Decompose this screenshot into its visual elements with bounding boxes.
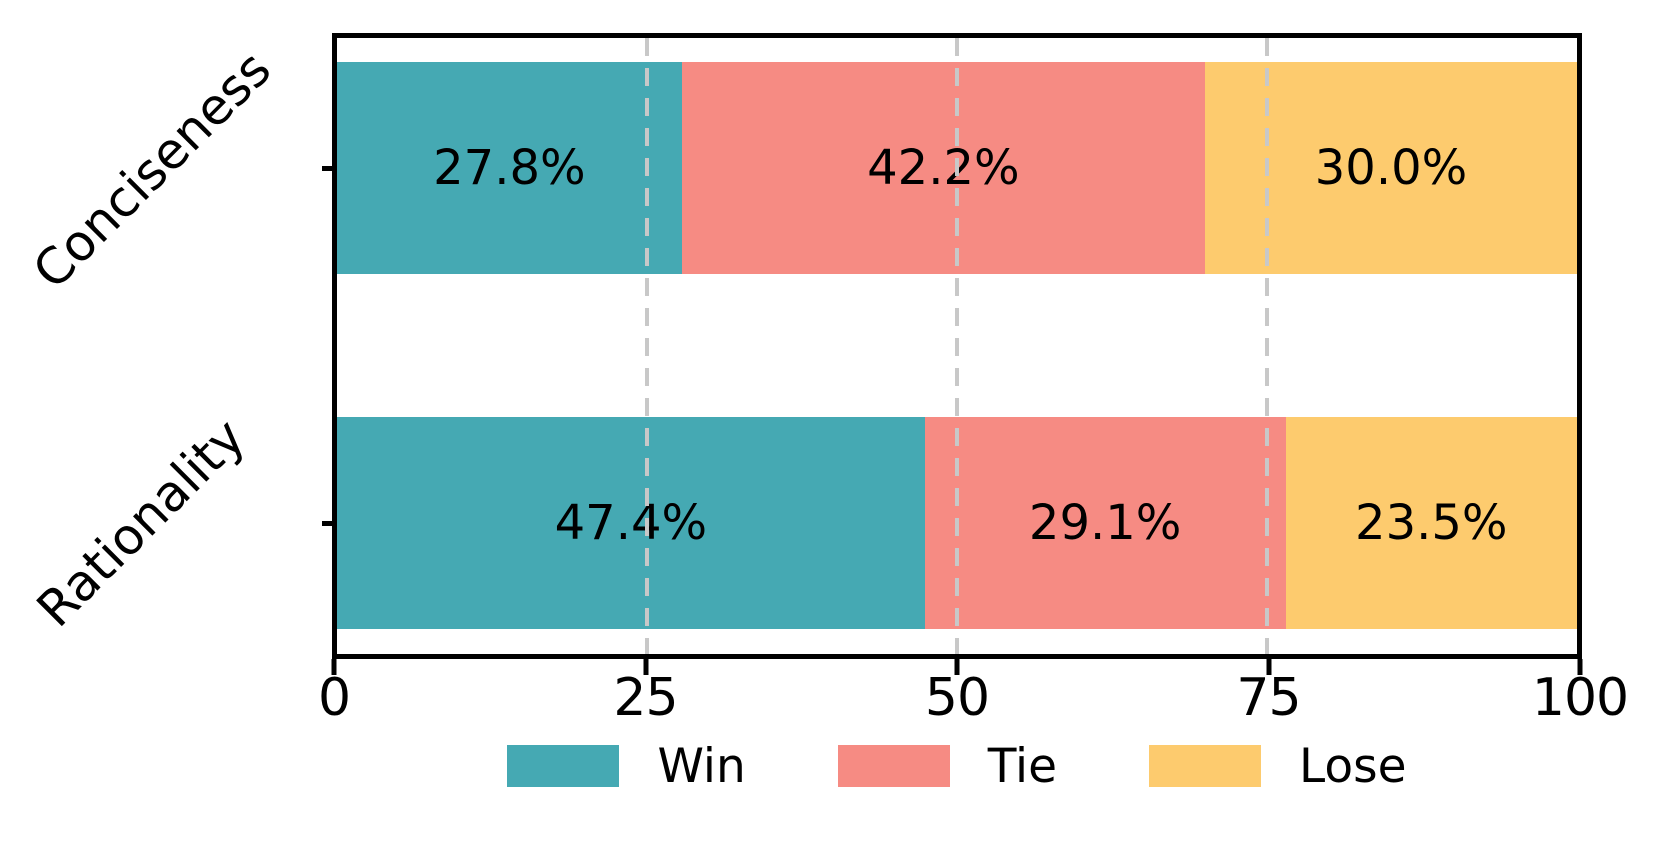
bar-row-rationality: 47.4% 29.1% 23.5% bbox=[337, 417, 1577, 629]
x-tick-50 bbox=[954, 659, 960, 675]
legend: Win Tie Lose bbox=[332, 736, 1582, 796]
x-tick-25 bbox=[643, 659, 648, 675]
x-tick-0 bbox=[331, 659, 337, 675]
bar-segment-lose: 23.5% bbox=[1285, 417, 1577, 629]
legend-swatch-win bbox=[507, 745, 620, 787]
y-axis-label-conciseness: Conciseness bbox=[21, 39, 283, 301]
gridline-25 bbox=[645, 38, 649, 654]
legend-item-tie: Tie bbox=[837, 738, 1057, 794]
x-tick-100 bbox=[1577, 659, 1583, 675]
legend-label-lose: Lose bbox=[1299, 738, 1407, 794]
bar-segment-lose: 30.0% bbox=[1204, 62, 1577, 274]
gridlines-layer bbox=[337, 38, 1577, 654]
x-tick-75 bbox=[1266, 659, 1271, 675]
gridline-50 bbox=[955, 38, 959, 654]
legend-label-win: Win bbox=[657, 738, 746, 794]
bar-segment-label: 27.8% bbox=[433, 140, 586, 196]
y-tick-conciseness bbox=[322, 166, 337, 171]
y-tick-rationality bbox=[322, 521, 337, 526]
gridline-75 bbox=[1265, 38, 1269, 654]
bar-segment-label: 23.5% bbox=[1355, 495, 1508, 551]
bar-segment-win: 27.8% bbox=[337, 62, 682, 274]
bar-segment-label: 47.4% bbox=[554, 495, 708, 551]
bar-segment-label: 30.0% bbox=[1314, 140, 1468, 196]
bar-segment-tie: 29.1% bbox=[924, 417, 1286, 629]
y-axis-label-rationality: Rationality bbox=[25, 407, 257, 639]
legend-label-tie: Tie bbox=[987, 738, 1057, 794]
bar-segment-label: 29.1% bbox=[1028, 495, 1182, 551]
x-tick-label-0: 0 bbox=[317, 668, 351, 728]
legend-item-lose: Lose bbox=[1149, 739, 1407, 794]
x-tick-label-100: 100 bbox=[1531, 668, 1629, 728]
bar-segment-win: 47.4% bbox=[337, 417, 925, 629]
bar-segment-label: 42.2% bbox=[867, 140, 1020, 196]
plot-area: 27.8% 42.2% 30.0% 47.4% 29.1% 23.5% bbox=[332, 33, 1582, 659]
x-axis-ticks bbox=[331, 659, 1583, 675]
x-tick-label-50: 50 bbox=[924, 668, 990, 728]
x-tick-label-75: 75 bbox=[1236, 668, 1301, 728]
x-axis-tick-labels: 0 25 50 75 100 bbox=[318, 668, 1629, 738]
x-tick-label-25: 25 bbox=[613, 668, 678, 728]
legend-item-win: Win bbox=[507, 738, 746, 794]
bar-segment-tie: 42.2% bbox=[681, 62, 1205, 274]
legend-swatch-tie bbox=[837, 745, 950, 787]
legend-swatch-lose bbox=[1149, 745, 1261, 787]
